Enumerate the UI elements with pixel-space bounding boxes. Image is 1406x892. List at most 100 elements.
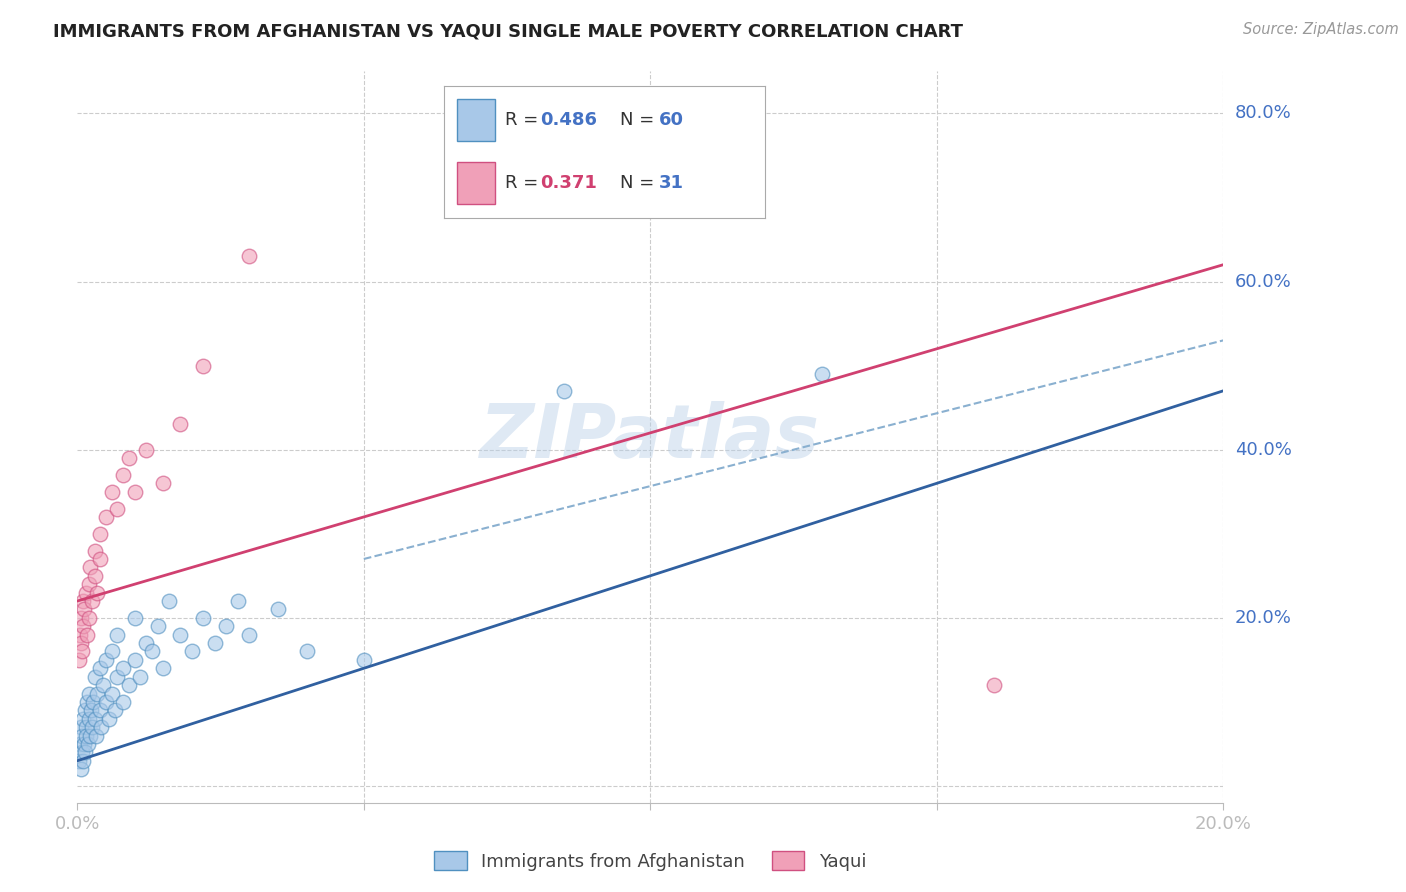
Point xyxy=(72,619,94,633)
Point xyxy=(193,359,215,373)
Point xyxy=(76,729,98,743)
Point xyxy=(118,678,141,692)
Point xyxy=(76,737,98,751)
Point xyxy=(75,745,97,759)
Point xyxy=(107,627,129,641)
Point xyxy=(67,754,90,768)
Point xyxy=(86,585,108,599)
Point xyxy=(69,636,91,650)
Point xyxy=(79,729,101,743)
Point xyxy=(97,712,120,726)
Legend: Immigrants from Afghanistan, Yaqui: Immigrants from Afghanistan, Yaqui xyxy=(427,844,873,878)
Point xyxy=(100,484,122,499)
Point xyxy=(157,594,180,608)
Point xyxy=(100,644,122,658)
Point xyxy=(70,611,93,625)
Point xyxy=(118,451,141,466)
Point xyxy=(89,703,111,717)
Point xyxy=(811,367,834,381)
Point xyxy=(152,476,174,491)
Text: N =: N = xyxy=(620,112,655,129)
Point xyxy=(86,686,108,700)
Point xyxy=(82,695,104,709)
Point xyxy=(204,636,226,650)
Point xyxy=(135,442,157,457)
Point xyxy=(169,627,191,641)
Point xyxy=(76,627,98,641)
Point xyxy=(89,661,111,675)
Point xyxy=(70,720,93,734)
Point xyxy=(135,636,157,650)
Point xyxy=(89,552,111,566)
Point xyxy=(72,754,94,768)
Point xyxy=(100,686,122,700)
Point xyxy=(72,712,94,726)
Point xyxy=(83,543,105,558)
FancyBboxPatch shape xyxy=(457,99,495,141)
Point xyxy=(107,670,129,684)
Point xyxy=(983,678,1005,692)
Point xyxy=(84,729,107,743)
Point xyxy=(83,670,105,684)
Point xyxy=(70,644,93,658)
Point xyxy=(91,678,114,692)
Point xyxy=(103,703,125,717)
Point xyxy=(77,686,100,700)
Point xyxy=(72,594,94,608)
Point xyxy=(238,627,260,641)
Text: Source: ZipAtlas.com: Source: ZipAtlas.com xyxy=(1243,22,1399,37)
Point xyxy=(67,653,90,667)
Point xyxy=(69,762,91,776)
Point xyxy=(79,703,101,717)
Point xyxy=(124,653,146,667)
Point xyxy=(75,720,97,734)
Point xyxy=(112,467,135,482)
Text: 40.0%: 40.0% xyxy=(1234,441,1292,458)
Point xyxy=(94,695,117,709)
Text: IMMIGRANTS FROM AFGHANISTAN VS YAQUI SINGLE MALE POVERTY CORRELATION CHART: IMMIGRANTS FROM AFGHANISTAN VS YAQUI SIN… xyxy=(53,22,963,40)
Point xyxy=(79,560,101,574)
Text: 60: 60 xyxy=(659,112,683,129)
Point xyxy=(193,611,215,625)
Point xyxy=(226,594,249,608)
Point xyxy=(267,602,290,616)
Point xyxy=(180,644,204,658)
Point xyxy=(152,661,174,675)
Point xyxy=(70,745,93,759)
Point xyxy=(124,484,146,499)
Point xyxy=(94,653,117,667)
Text: 0.371: 0.371 xyxy=(540,175,598,193)
Point xyxy=(146,619,169,633)
Text: 20.0%: 20.0% xyxy=(1234,609,1292,627)
Point xyxy=(89,526,111,541)
Point xyxy=(215,619,238,633)
Point xyxy=(77,611,100,625)
FancyBboxPatch shape xyxy=(457,162,495,204)
Point xyxy=(77,577,100,591)
Point xyxy=(73,602,96,616)
Point xyxy=(83,569,105,583)
Point xyxy=(90,720,112,734)
Point xyxy=(238,249,260,263)
Point xyxy=(129,670,152,684)
Point xyxy=(69,627,91,641)
Point xyxy=(83,712,105,726)
Point xyxy=(73,737,96,751)
Text: 31: 31 xyxy=(659,175,683,193)
Text: ZIPatlas: ZIPatlas xyxy=(481,401,820,474)
Point xyxy=(124,611,146,625)
Point xyxy=(353,653,375,667)
Text: R =: R = xyxy=(505,112,538,129)
Point xyxy=(73,703,96,717)
Point xyxy=(112,695,135,709)
Point xyxy=(169,417,191,432)
Point xyxy=(107,501,129,516)
Point xyxy=(77,712,100,726)
Point xyxy=(76,695,98,709)
Point xyxy=(295,644,318,658)
Point xyxy=(80,720,103,734)
Point xyxy=(75,585,97,599)
Point xyxy=(94,510,117,524)
Text: 80.0%: 80.0% xyxy=(1234,104,1292,122)
Point xyxy=(69,737,91,751)
